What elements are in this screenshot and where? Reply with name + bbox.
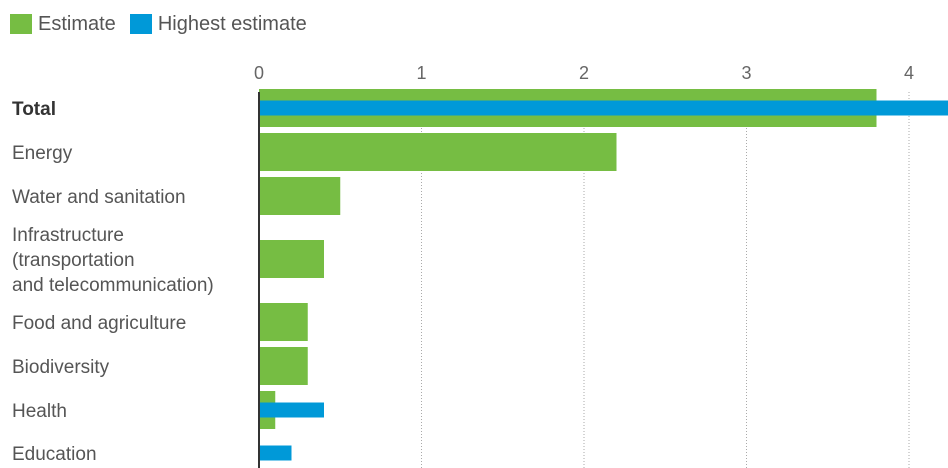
x-tick-label-4: 4 — [904, 63, 914, 83]
bar-highest-estimate-6 — [259, 402, 324, 418]
bar-estimate-1 — [259, 133, 617, 171]
x-tick-label-1: 1 — [416, 63, 426, 83]
category-label-7: Education — [12, 444, 97, 465]
bar-highest-estimate-7 — [259, 445, 292, 461]
legend-swatch-highest-estimate — [129, 14, 152, 34]
legend-label-highest-estimate: Highest estimate — [157, 12, 307, 35]
category-label-3-line-1: (transportation — [12, 250, 135, 271]
bar-estimate-5 — [259, 347, 308, 385]
category-label-6: Health — [12, 401, 67, 422]
bar-estimate-4 — [259, 303, 308, 341]
legend-item-estimate: Estimate — [10, 13, 116, 36]
category-label-4: Food and agriculture — [12, 313, 186, 334]
x-tick-label-0: 0 — [254, 63, 264, 83]
category-label-2: Water and sanitation — [12, 187, 186, 208]
category-label-1: Energy — [12, 143, 73, 164]
bar-highest-estimate-0 — [259, 100, 948, 116]
category-label-3-line-0: Infrastructure — [12, 225, 124, 246]
x-tick-label-3: 3 — [741, 63, 751, 83]
legend-item-highest-estimate: Highest estimate — [129, 12, 307, 36]
category-label-5: Biodiversity — [12, 357, 110, 378]
legend-swatch-estimate — [10, 14, 32, 34]
x-tick-label-2: 2 — [579, 63, 589, 83]
category-label-3-line-2: and telecommunication) — [12, 275, 214, 296]
legend-label-estimate: Estimate — [38, 12, 116, 35]
bar-estimate-2 — [259, 177, 341, 215]
legend: Estimate Highest estimate — [10, 12, 321, 36]
bar-estimate-3 — [259, 240, 324, 278]
category-label-0: Total — [12, 99, 56, 120]
